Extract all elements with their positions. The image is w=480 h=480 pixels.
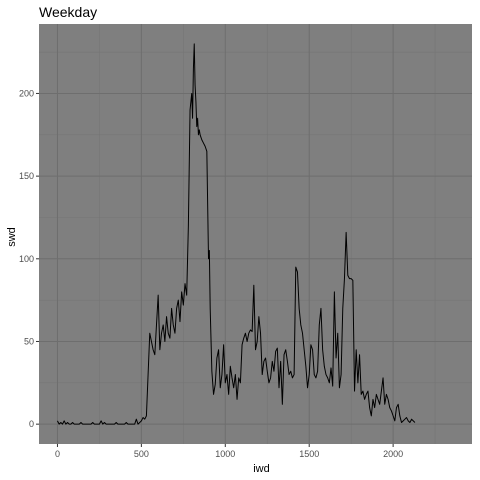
x-axis-label: iwd <box>253 463 270 475</box>
x-tick-label: 2000 <box>383 449 403 459</box>
y-axis-ticks: 0 50 100 150 200 <box>19 88 39 429</box>
y-tick-label: 0 <box>29 419 34 429</box>
x-tick-label: 1000 <box>215 449 235 459</box>
x-tick-label: 0 <box>55 449 60 459</box>
y-tick-label: 200 <box>19 88 34 98</box>
y-tick-label: 150 <box>19 171 34 181</box>
x-tick-label: 500 <box>134 449 149 459</box>
y-tick-label: 100 <box>19 254 34 264</box>
x-tick-label: 1500 <box>299 449 319 459</box>
series-line-swd <box>57 43 416 425</box>
x-axis-ticks: 0 500 1000 1500 2000 <box>55 444 403 459</box>
plot-panel <box>39 24 472 444</box>
chart-title: Weekday <box>39 4 97 20</box>
y-tick-label: 50 <box>24 336 34 346</box>
minor-gridlines <box>39 24 472 444</box>
y-axis-label: swd <box>6 227 18 247</box>
